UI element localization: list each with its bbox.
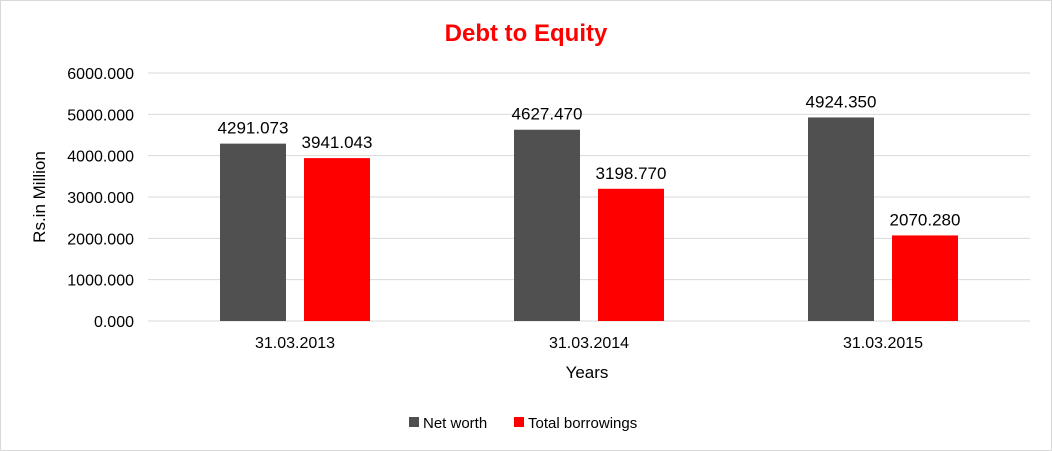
y-tick-label: 0.000 (94, 314, 134, 331)
data-label: 3941.043 (302, 133, 373, 152)
x-axis-label: Years (566, 363, 609, 382)
legend: Net worth Total borrowings (409, 415, 637, 432)
y-tick-label: 3000.000 (67, 190, 134, 207)
x-tick-label: 31.03.2014 (549, 335, 629, 352)
y-tick-label: 1000.000 (67, 273, 134, 290)
legend-swatch (514, 417, 524, 427)
data-label: 4924.350 (806, 92, 877, 111)
bar-total-borrowings-2 (892, 235, 958, 321)
data-label: 4291.073 (218, 119, 289, 138)
bar-total-borrowings-1 (598, 188, 664, 321)
y-tick-label: 5000.000 (67, 107, 134, 124)
chart-title: Debt to Equity (445, 20, 608, 47)
legend-swatch (409, 417, 419, 427)
bar-net-worth-2 (808, 117, 874, 321)
bar-net-worth-1 (514, 129, 580, 321)
bar-net-worth-0 (220, 143, 286, 321)
legend-label: Total borrowings (528, 415, 637, 432)
data-label: 4627.470 (512, 105, 583, 124)
x-tick-label: 31.03.2013 (255, 335, 335, 352)
bars (220, 117, 958, 321)
y-axis-label: Rs.in Million (30, 151, 49, 243)
legend-label: Net worth (423, 415, 487, 432)
x-axis-ticks: 31.03.2013 31.03.2014 31.03.2015 (255, 335, 923, 352)
y-tick-label: 2000.000 (67, 231, 134, 248)
y-axis-ticks: 0.000 1000.000 2000.000 3000.000 4000.000 500… (67, 66, 134, 331)
data-label: 3198.770 (596, 164, 667, 183)
gridlines (148, 72, 1030, 322)
x-tick-label: 31.03.2015 (843, 335, 923, 352)
y-tick-label: 6000.000 (67, 66, 134, 83)
data-labels: 4291.073 3941.043 4627.470 3198.770 4924.350… (218, 92, 961, 229)
y-tick-label: 4000.000 (67, 149, 134, 166)
bar-total-borrowings-0 (304, 158, 370, 321)
data-label: 2070.280 (890, 210, 961, 229)
